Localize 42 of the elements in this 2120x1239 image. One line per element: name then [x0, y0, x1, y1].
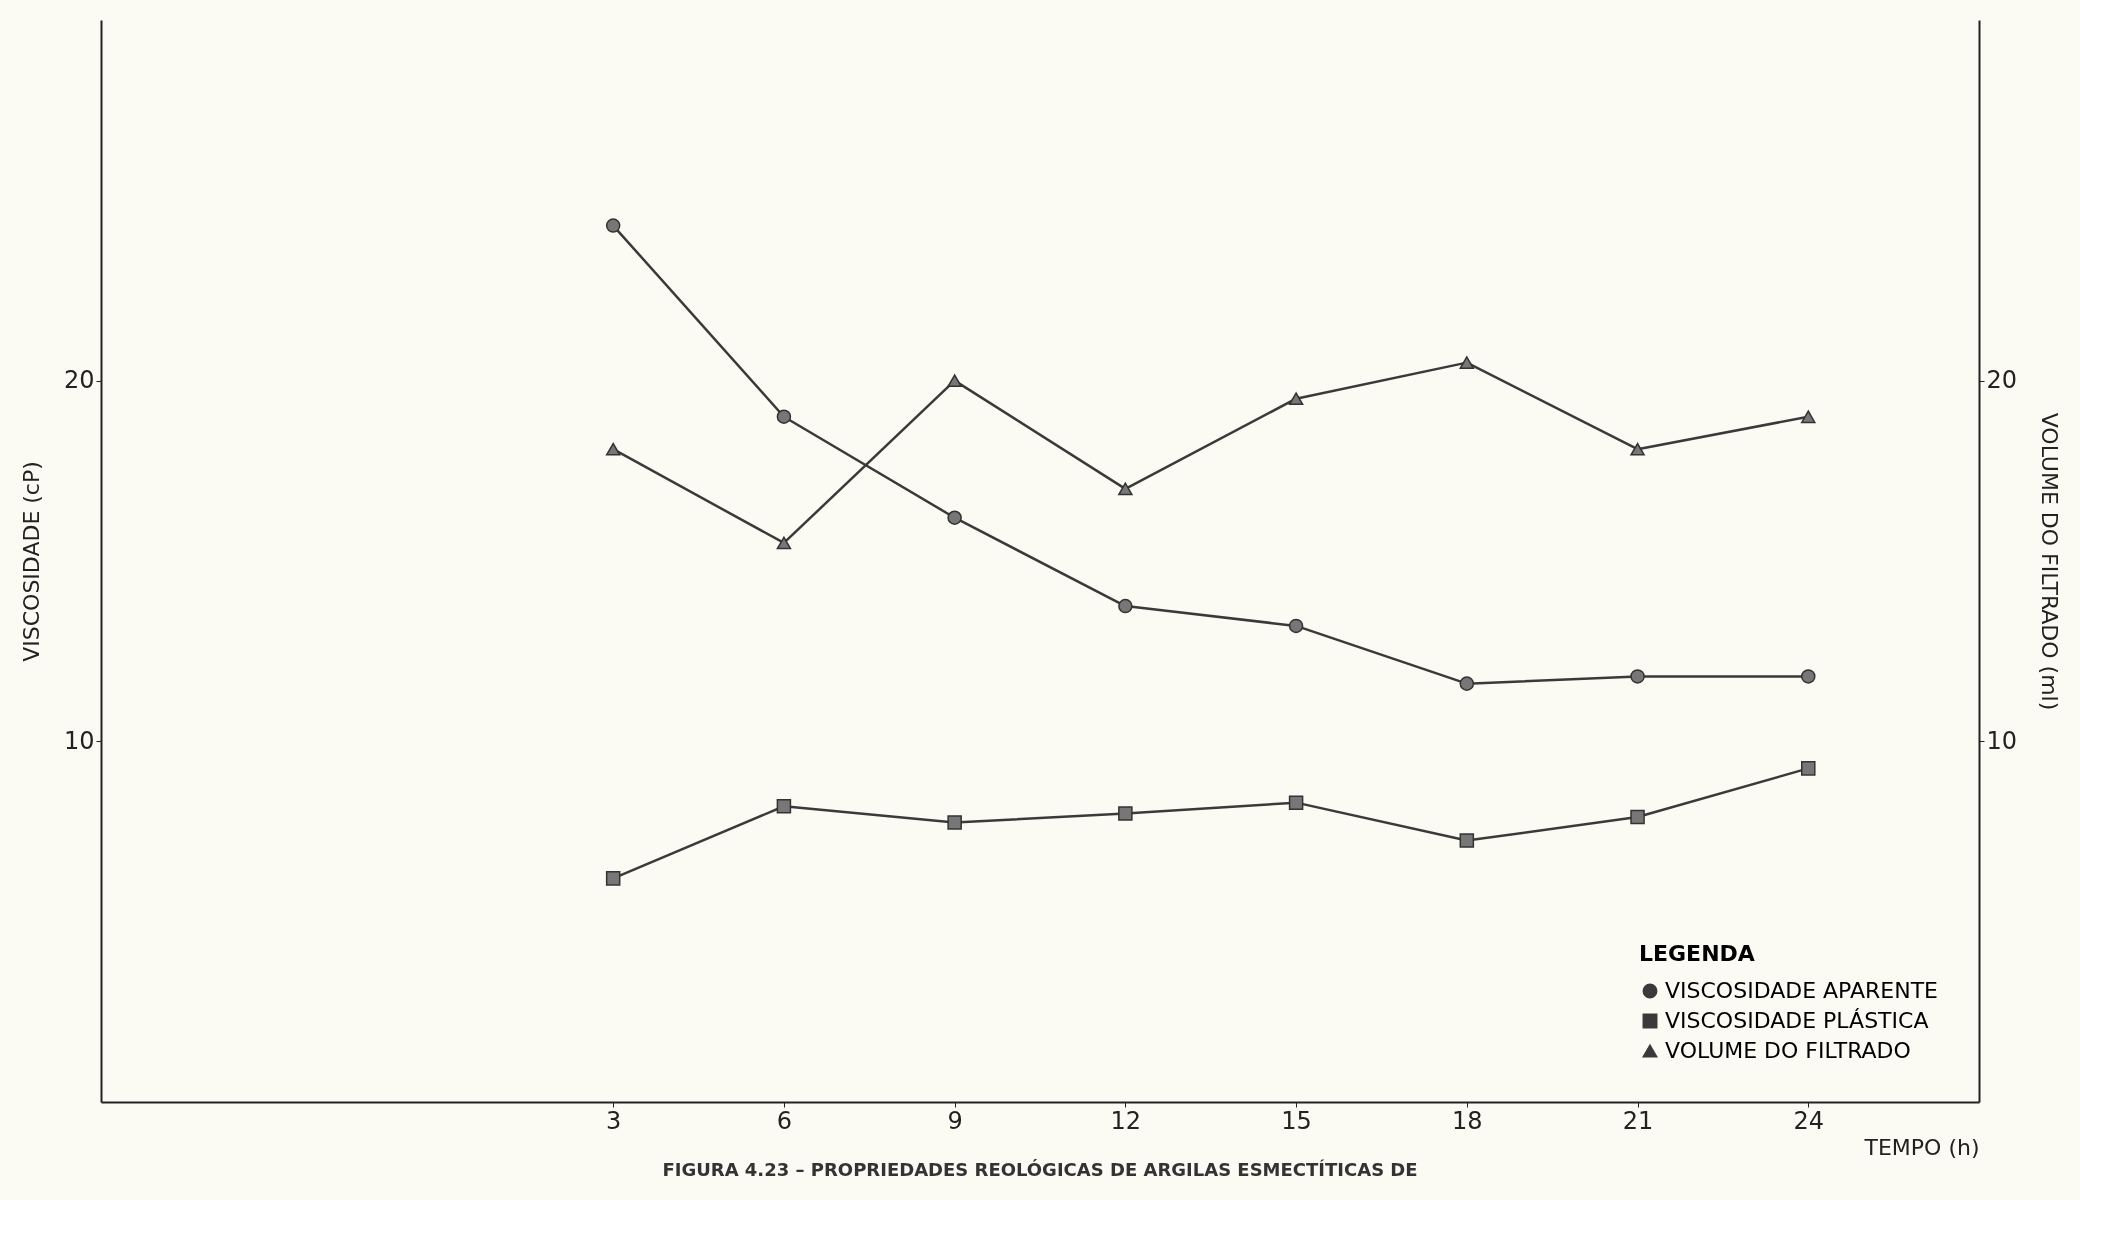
x-tick-label: 12	[1110, 1106, 1142, 1135]
point	[1801, 410, 1816, 424]
point	[605, 218, 621, 233]
x-tick-label: 15	[1281, 1106, 1312, 1135]
x-tick-label: 3	[606, 1106, 622, 1135]
point	[1630, 809, 1645, 825]
legend-title: LEGENDA	[1639, 941, 1755, 966]
point	[1288, 618, 1304, 634]
y2-tick-label: 10	[1986, 726, 2018, 755]
x-tick-label: 24	[1793, 1106, 1825, 1135]
legend-label: VOLUME DO FILTRADO	[1665, 1038, 1911, 1063]
x-axis-title: TEMPO (h)	[1863, 1134, 1980, 1160]
point	[1118, 482, 1133, 496]
point	[776, 409, 792, 424]
point	[947, 510, 962, 525]
point	[776, 798, 792, 814]
point	[947, 374, 962, 388]
point	[1801, 669, 1816, 684]
point	[605, 871, 621, 886]
x-tick-label: 18	[1452, 1106, 1483, 1135]
x-tick-label: 6	[776, 1106, 793, 1135]
y-axis-title: VISCOSIDADE (cP)	[18, 461, 44, 662]
point	[1118, 806, 1133, 821]
point	[1459, 833, 1475, 848]
point	[1801, 761, 1816, 776]
point	[1459, 676, 1475, 691]
legend-label: VISCOSIDADE APARENTE	[1665, 978, 1939, 1003]
point	[1630, 442, 1645, 456]
point	[1288, 795, 1304, 810]
point	[1630, 669, 1645, 684]
legend-label: VISCOSIDADE PLÁSTICA	[1665, 1008, 1929, 1033]
x-tick-label: 9	[947, 1106, 963, 1135]
y2-axis-title: VOLUME DO FILTRADO (ml)	[2037, 412, 2063, 711]
point	[776, 536, 792, 550]
point	[1459, 356, 1475, 370]
y2-tick-label: 20	[1986, 366, 2018, 395]
point	[1118, 598, 1133, 614]
point	[947, 815, 962, 830]
x-tick-label: 21	[1622, 1106, 1654, 1135]
text: FIGURA 4.23 – PROPRIEDADES REOLÓGICAS DE ARGILAS ESMECTÍTICAS DE	[662, 1159, 1418, 1180]
point	[1288, 392, 1304, 406]
point	[605, 442, 621, 456]
